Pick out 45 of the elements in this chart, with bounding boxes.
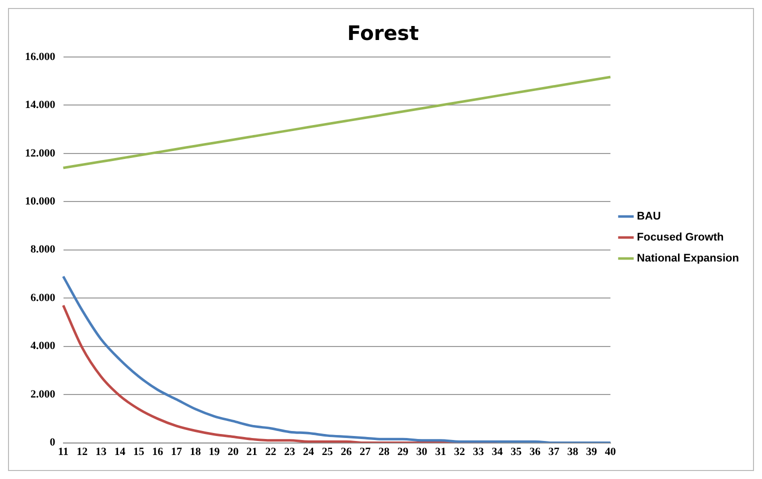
y-tick-label: 8.000 [30, 244, 56, 256]
y-tick-label: 2.000 [30, 388, 56, 400]
x-tick-label: 37 [548, 446, 560, 458]
y-tick-label: 16.000 [25, 50, 56, 63]
x-tick-label: 20 [228, 446, 240, 458]
x-tick-label: 11 [58, 446, 68, 458]
legend-label: National Expansion [636, 252, 740, 265]
x-tick-label: 33 [472, 446, 484, 458]
x-tick-label: 36 [529, 446, 541, 458]
x-tick-label: 35 [510, 446, 522, 458]
line-series [62, 76, 612, 170]
y-tick-label: 12.000 [25, 147, 56, 160]
x-tick-label: 34 [492, 446, 504, 458]
legend-label: Focused Growth [636, 232, 724, 244]
x-tick-label: 27 [360, 446, 372, 458]
x-tick-label: 16 [152, 446, 164, 458]
x-tick-label: 15 [133, 446, 145, 458]
y-tick-label: 0 [50, 436, 56, 449]
x-tick-label: 28 [378, 446, 390, 458]
x-tick-label: 26 [340, 446, 352, 458]
x-tick-label: 12 [76, 446, 88, 458]
x-tick-label: 31 [435, 446, 446, 458]
y-tick-label: 6.000 [30, 292, 56, 304]
legend-label: BAU [636, 210, 661, 223]
y-tick-label: 10.000 [25, 196, 56, 208]
x-tick-label: 14 [114, 446, 126, 458]
y-tick-label: 14.000 [25, 99, 56, 112]
x-tick-label: 13 [95, 446, 107, 458]
x-tick-label: 39 [586, 446, 598, 458]
x-tick-label: 21 [246, 446, 258, 458]
x-tick-label: 38 [567, 446, 579, 458]
chart-title: Forest [347, 21, 420, 46]
x-tick-label: 25 [322, 446, 334, 458]
x-tick-label: 24 [303, 446, 315, 458]
x-tick-label: 40 [604, 446, 616, 458]
x-tick-label: 32 [454, 446, 466, 458]
x-tick-label: 18 [190, 446, 202, 458]
x-tick-label: 17 [170, 446, 182, 458]
y-tick-label: 4.000 [30, 340, 56, 352]
x-tick-label: 29 [397, 446, 409, 458]
line-series [62, 275, 612, 443]
x-tick-label: 30 [416, 446, 428, 458]
x-tick-label: 19 [208, 446, 220, 458]
x-tick-label: 23 [284, 446, 296, 458]
x-tick-label: 22 [265, 446, 277, 458]
